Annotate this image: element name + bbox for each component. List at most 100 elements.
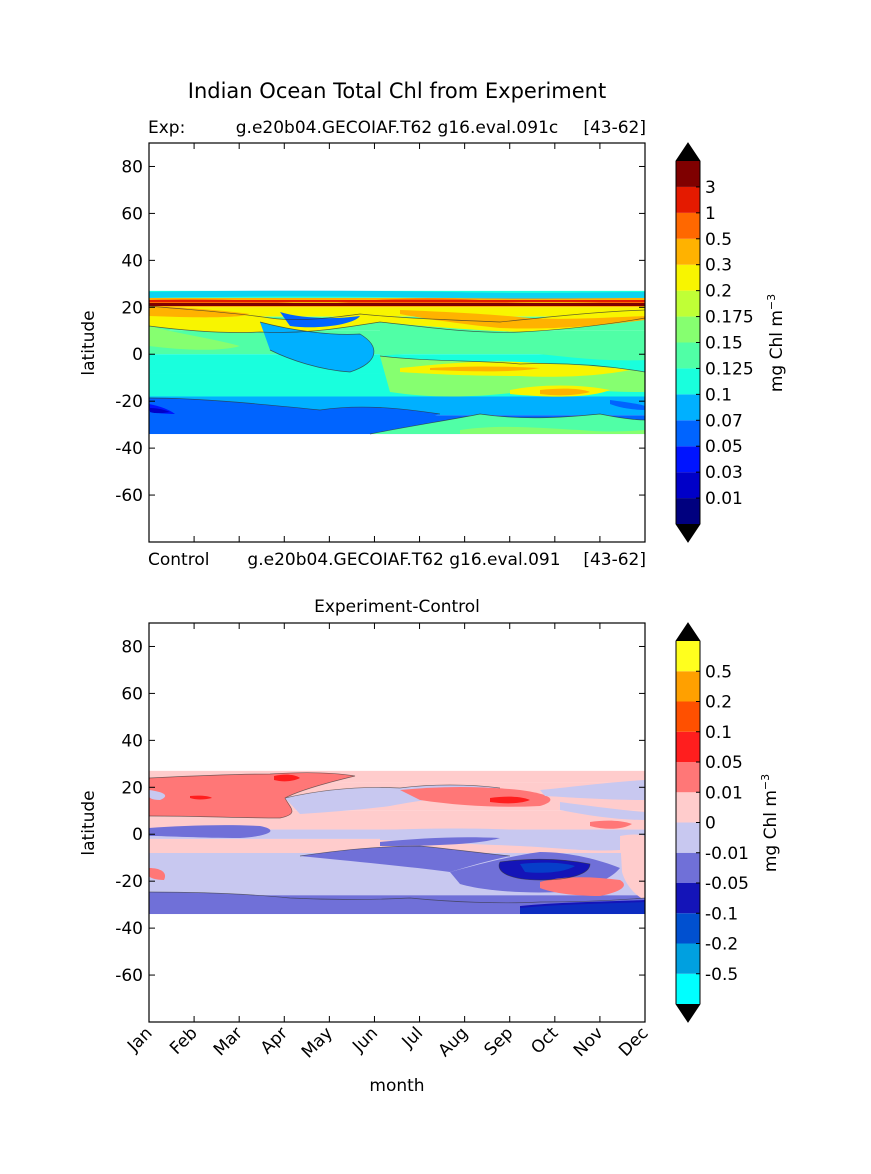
panel1-bottom-right: [43-62]	[583, 550, 646, 570]
colorbar-under-extension	[676, 524, 700, 542]
colorbar-tick-label: -0.05	[705, 874, 749, 894]
colorbar-tick-label: 0.175	[705, 308, 754, 328]
colorbar-segment	[676, 822, 700, 853]
panel1-contour-field	[149, 290, 645, 435]
colorbar-segment	[676, 290, 700, 317]
colorbar-segment	[676, 368, 700, 395]
colorbar-under-extension	[676, 1004, 700, 1022]
colorbar-segment	[676, 264, 700, 291]
colorbar-tick-label: -0.01	[705, 844, 749, 864]
x-tick-label: Feb	[166, 1023, 201, 1058]
colorbar-segment	[676, 420, 700, 447]
colorbar-tick-label: -0.5	[705, 965, 738, 985]
y-tick-label: 20	[121, 298, 143, 318]
colorbar-segment	[676, 212, 700, 239]
y-tick-label: 80	[121, 157, 143, 177]
panel1-x-axis	[148, 143, 646, 542]
panel1-colorbar: 0.01 0.03 0.05 0.07 0.1 0.125 0.15 0.175 0.2 0.3 0…	[675, 142, 754, 543]
colorbar-frame	[675, 142, 701, 543]
colorbar-tick-label: 0.2	[705, 693, 732, 713]
colorbar-segment	[676, 701, 700, 732]
colorbar-segment	[676, 852, 700, 883]
panel2-colorbar-label: mg Chl m−3	[759, 774, 781, 872]
colorbar-segment	[676, 446, 700, 473]
colorbar-tick-label: 0.5	[705, 230, 732, 250]
colorbar-tick-label: 0.01	[705, 783, 743, 803]
colorbar-segment	[676, 316, 700, 343]
panel-difference: Experiment-Control	[79, 597, 781, 1096]
colorbar-segment	[676, 671, 700, 702]
colorbar-segment	[676, 913, 700, 944]
colorbar-segment	[676, 342, 700, 369]
y-tick-label: -20	[115, 872, 143, 892]
panel1-colorbar-label: mg Chl m−3	[765, 294, 787, 392]
y-tick-label: 40	[121, 251, 143, 271]
y-tick-label: 0	[132, 345, 143, 365]
x-tick-label: May	[298, 1023, 337, 1062]
contour-band	[149, 307, 645, 317]
colorbar-segment	[676, 641, 700, 672]
colorbar-segment	[676, 731, 700, 762]
colorbar-segment	[676, 943, 700, 974]
colorbar-tick-label: 0	[705, 814, 716, 834]
y-tick-label: -40	[115, 439, 143, 459]
colorbar-segment	[676, 472, 700, 499]
colorbar-tick-label: 3	[705, 178, 716, 198]
colorbar-tick-label: 0.1	[705, 723, 732, 743]
y-tick-label: -20	[115, 392, 143, 412]
panel2-colorbar: -0.5 -0.2 -0.1 -0.05 -0.01 0 0.01 0.05 0.1 0.2 0.5	[675, 622, 749, 1023]
x-tick-label: Jun	[348, 1023, 382, 1057]
y-tick-label: -60	[115, 486, 143, 506]
panel1-ylabel: latitude	[79, 310, 99, 375]
colorbar-tick-label: 0.15	[705, 334, 743, 354]
colorbar-segment	[676, 792, 700, 823]
panel1-bottom-center: g.e20b04.GECOIAF.T62 g16.eval.091	[247, 550, 560, 570]
colorbar-tick-label: 0.05	[705, 437, 743, 457]
panel2-contour-field	[149, 770, 645, 915]
panel2-contour-lines	[149, 772, 645, 904]
colorbar-tick-label: 0.5	[705, 662, 732, 682]
panel1-y-axis: 80 60 40 20 0 -20 -40 -60	[115, 157, 645, 506]
x-tick-label: Jul	[398, 1023, 427, 1052]
colorbar-segment	[676, 161, 700, 187]
colorbar-tick-label: -0.2	[705, 935, 738, 955]
colorbar-frame	[675, 622, 701, 1023]
colorbar-tick-label: 0.1	[705, 385, 732, 405]
y-tick-label: -60	[115, 966, 143, 986]
panel2-y-axis: 80 60 40 20 0 -20 -40 -60	[115, 637, 645, 986]
panel1-contour-lines	[149, 305, 645, 435]
x-tick-label: Jan	[123, 1023, 156, 1056]
colorbar-tick-label: 0.01	[705, 489, 743, 509]
colorbar-tick-label: 0.07	[705, 411, 743, 431]
y-tick-label: -40	[115, 919, 143, 939]
colorbar-tick-label: 0.3	[705, 256, 732, 276]
panel1-title-center: g.e20b04.GECOIAF.T62 g16.eval.091c	[236, 118, 558, 138]
x-tick-label: Mar	[210, 1023, 247, 1060]
panel2-xlabel: month	[369, 1076, 424, 1096]
x-tick-label: Apr	[257, 1023, 292, 1058]
panel2-contour-detail	[149, 772, 645, 914]
y-tick-label: 0	[132, 825, 143, 845]
colorbar-segment	[676, 973, 700, 1004]
x-tick-label: Sep	[480, 1023, 517, 1060]
panel1-bottom-left: Control	[148, 550, 209, 570]
panel-experiment: Exp: g.e20b04.GECOIAF.T62 g16.eval.091c …	[79, 118, 787, 570]
colorbar-tick-label: 0.125	[705, 359, 754, 379]
panel2-ylabel: latitude	[79, 790, 99, 855]
colorbar-segment	[676, 394, 700, 421]
colorbar-tick-label: -0.1	[705, 904, 738, 924]
colorbar-tick-label: 0.05	[705, 753, 743, 773]
panel2-axes-frame	[148, 622, 646, 1023]
x-tick-label: Nov	[570, 1023, 608, 1061]
x-tick-label: Dec	[615, 1023, 652, 1060]
colorbar-segment	[676, 498, 700, 524]
panel2-title: Experiment-Control	[314, 597, 480, 617]
colorbar-segment	[676, 762, 700, 793]
colorbar-tick-label: 0.2	[705, 282, 732, 302]
y-tick-label: 20	[121, 778, 143, 798]
y-tick-label: 60	[121, 684, 143, 704]
y-tick-label: 40	[121, 731, 143, 751]
x-tick-label: Aug	[435, 1023, 473, 1061]
y-tick-label: 60	[121, 204, 143, 224]
